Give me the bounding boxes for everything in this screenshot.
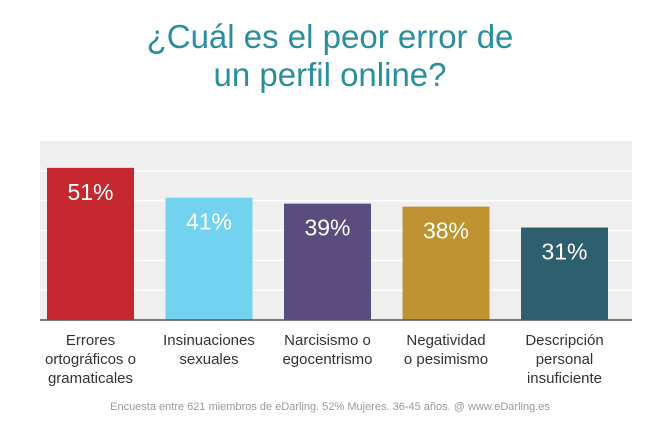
category-label-line: gramaticales [48, 370, 133, 387]
chart-title-line-2: un perfil online? [213, 56, 447, 93]
chart-title-line-1: ¿Cuál es el peor error de [146, 18, 514, 55]
bar [47, 167, 134, 320]
bar-value-label: 31% [541, 239, 587, 265]
bar-value-label: 39% [304, 215, 350, 241]
bar [165, 197, 253, 320]
category-label-line: personal [536, 351, 594, 368]
bar [402, 206, 490, 320]
category-label-line: Errores [66, 332, 115, 349]
category-label-line: sexuales [179, 351, 238, 368]
category-label-line: Narcisismo o [284, 332, 371, 349]
bar [521, 227, 608, 320]
category-label-line: ortográficos o [45, 351, 136, 368]
chart-title: ¿Cuál es el peor error de un perfil onli… [0, 18, 660, 94]
category-label-line: o pesimismo [404, 351, 488, 368]
category-label: Insinuaciones sexuales [163, 332, 255, 368]
bar-value-label: 51% [67, 179, 113, 205]
bar-value-label: 38% [423, 218, 469, 244]
chart-footer: Encuesta entre 621 miembros de eDarling.… [110, 401, 550, 413]
category-label-line: insuficiente [527, 370, 602, 387]
category-label-line: Negatividad [406, 332, 485, 349]
category-label-line: Descripción [525, 332, 603, 349]
bar-value-label: 41% [186, 209, 232, 235]
category-label: Narcisismo o egocentrismo [282, 332, 372, 368]
bar [284, 203, 371, 320]
category-label: Descripción personal insuficiente [525, 332, 603, 387]
category-label-line: egocentrismo [282, 351, 372, 368]
category-label: Errores ortográficos o gramaticales [45, 332, 136, 387]
category-label: Negatividad o pesimismo [404, 332, 488, 368]
category-label-line: Insinuaciones [163, 332, 255, 349]
